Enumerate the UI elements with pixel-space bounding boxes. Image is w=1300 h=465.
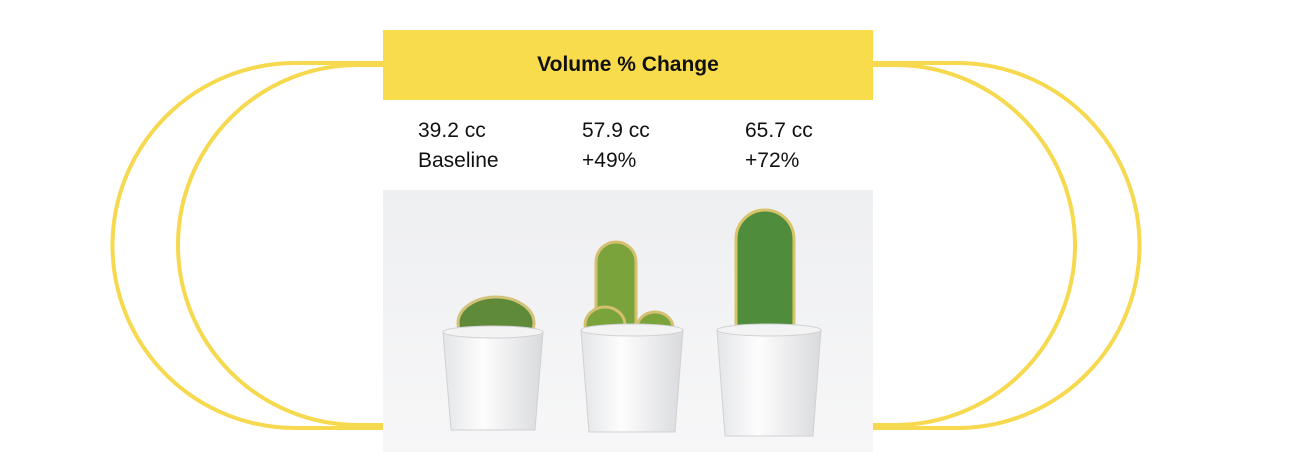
cactus-small bbox=[442, 295, 544, 431]
change: Baseline bbox=[418, 149, 499, 172]
column: 65.7 cc +72% bbox=[745, 116, 813, 176]
card: Volume % Change 39.2 cc Baseline 57.9 cc… bbox=[383, 30, 873, 452]
right-inner-outline bbox=[873, 63, 1077, 427]
column: 57.9 cc +49% bbox=[582, 116, 650, 176]
left-inner-outline bbox=[176, 63, 383, 427]
cactus-medium bbox=[580, 240, 684, 433]
cactus-tall bbox=[716, 208, 822, 437]
left-outer-outline bbox=[110, 61, 383, 430]
volume: 65.7 cc bbox=[745, 119, 813, 142]
change: +49% bbox=[582, 149, 637, 172]
right-outer-outline bbox=[873, 61, 1142, 430]
columns: 39.2 cc Baseline 57.9 cc +49% 65.7 cc +7… bbox=[383, 100, 873, 190]
volume: 57.9 cc bbox=[582, 119, 650, 142]
change: +72% bbox=[745, 149, 800, 172]
header-title: Volume % Change bbox=[383, 30, 873, 100]
cactus-photo bbox=[383, 190, 873, 452]
volume: 39.2 cc bbox=[418, 119, 486, 142]
column: 39.2 cc Baseline bbox=[418, 116, 499, 176]
